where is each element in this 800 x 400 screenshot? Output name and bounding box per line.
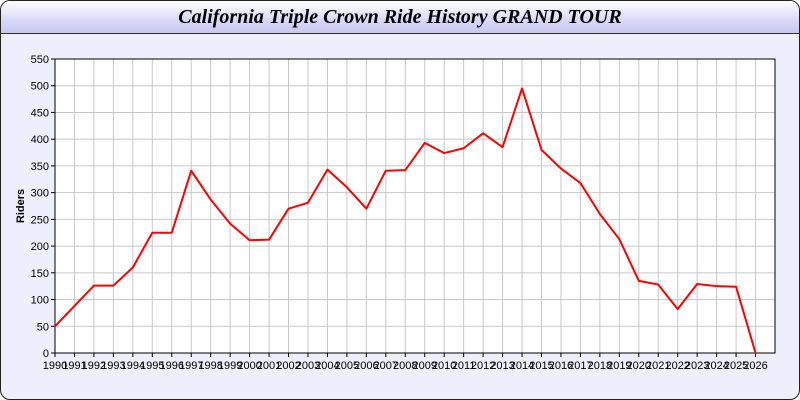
x-tick-label: 2003 bbox=[296, 360, 320, 372]
x-tick-label: 2004 bbox=[315, 360, 339, 372]
plot-border bbox=[54, 58, 776, 354]
data-point bbox=[73, 305, 76, 307]
data-point bbox=[754, 352, 757, 354]
x-tick-label: 1992 bbox=[82, 360, 106, 372]
data-point bbox=[657, 283, 660, 286]
x-tick-label: 1998 bbox=[198, 360, 222, 372]
y-tick-label: 550 bbox=[31, 54, 49, 66]
data-point bbox=[326, 168, 329, 171]
y-tick-label: 450 bbox=[31, 107, 49, 119]
x-tick-label: 2010 bbox=[432, 360, 456, 372]
data-point bbox=[268, 238, 270, 241]
y-tick-label: 50 bbox=[37, 321, 49, 333]
x-tick-label: 2012 bbox=[471, 360, 495, 372]
x-tick-label: 1990 bbox=[43, 360, 67, 372]
x-tick-label: 2023 bbox=[685, 360, 709, 372]
x-tick-label: 1996 bbox=[160, 360, 184, 372]
data-point bbox=[735, 285, 737, 288]
x-tick-label: 2001 bbox=[257, 360, 281, 372]
y-tick-label: 200 bbox=[31, 241, 49, 253]
x-tick-label: 2021 bbox=[646, 360, 670, 372]
chart-title: California Triple Crown Ride History GRA… bbox=[178, 6, 622, 28]
data-point bbox=[307, 201, 309, 204]
x-tick-label: 1994 bbox=[121, 360, 145, 372]
y-tick-label: 150 bbox=[31, 268, 49, 280]
x-tick-label: 2017 bbox=[568, 360, 592, 372]
data-point bbox=[229, 222, 231, 225]
x-tick-label: 1995 bbox=[140, 360, 164, 372]
y-tick-label: 0 bbox=[43, 348, 49, 360]
data-point bbox=[385, 169, 387, 172]
data-point bbox=[521, 87, 523, 90]
data-point bbox=[248, 239, 251, 242]
x-tick-label: 2013 bbox=[490, 360, 514, 372]
plot-area bbox=[55, 59, 775, 353]
data-point bbox=[482, 132, 484, 135]
title-bar: California Triple Crown Ride History GRA… bbox=[1, 1, 799, 34]
x-tick-label: 2018 bbox=[588, 360, 612, 372]
y-axis-label: Riders bbox=[15, 189, 27, 223]
data-point bbox=[462, 147, 465, 150]
x-tick-label: 2005 bbox=[335, 360, 359, 372]
data-point bbox=[112, 284, 115, 287]
data-point bbox=[560, 167, 562, 170]
data-point bbox=[170, 231, 173, 234]
x-tick-label: 2026 bbox=[743, 360, 767, 372]
data-point bbox=[618, 238, 621, 240]
data-point bbox=[190, 169, 193, 172]
data-point bbox=[443, 152, 445, 154]
x-tick-label: 2000 bbox=[237, 360, 261, 372]
data-point bbox=[715, 285, 718, 287]
data-point bbox=[404, 169, 407, 171]
y-tick-label: 500 bbox=[31, 81, 49, 93]
x-tick-label: 2014 bbox=[510, 360, 534, 372]
data-point bbox=[579, 182, 582, 184]
y-tick-label: 250 bbox=[31, 214, 49, 226]
data-point bbox=[132, 266, 134, 269]
x-tick-label: 2022 bbox=[665, 360, 689, 372]
data-point bbox=[346, 186, 348, 189]
data-point bbox=[599, 213, 601, 215]
x-tick-label: 2002 bbox=[276, 360, 300, 372]
x-tick-label: 2024 bbox=[704, 360, 728, 372]
x-tick-label: 1993 bbox=[101, 360, 125, 372]
y-tick-label: 100 bbox=[31, 295, 49, 307]
x-tick-label: 2019 bbox=[607, 360, 631, 372]
x-tick-label: 2008 bbox=[393, 360, 417, 372]
x-tick-label: 2020 bbox=[627, 360, 651, 372]
x-tick-label: 2006 bbox=[354, 360, 378, 372]
data-point bbox=[423, 142, 426, 144]
x-tick-label: 1991 bbox=[62, 360, 86, 372]
data-point bbox=[151, 231, 154, 234]
x-tick-label: 1997 bbox=[179, 360, 203, 372]
x-tick-label: 2025 bbox=[724, 360, 748, 372]
data-point bbox=[287, 207, 290, 210]
data-point bbox=[637, 280, 640, 282]
y-tick-label: 300 bbox=[31, 188, 49, 200]
x-tick-label: 2011 bbox=[452, 360, 476, 372]
y-tick-label: 400 bbox=[31, 134, 49, 146]
data-point bbox=[209, 198, 212, 201]
data-point bbox=[54, 325, 56, 328]
x-tick-label: 2009 bbox=[412, 360, 436, 372]
data-point bbox=[696, 283, 698, 285]
data-point bbox=[540, 149, 543, 151]
x-tick-label: 2015 bbox=[529, 360, 553, 372]
x-tick-label: 2016 bbox=[549, 360, 573, 372]
data-point bbox=[501, 146, 504, 148]
data-point bbox=[93, 284, 95, 287]
x-tick-label: 1999 bbox=[218, 360, 242, 372]
data-point bbox=[365, 207, 368, 210]
x-tick-label: 2007 bbox=[374, 360, 398, 372]
data-point bbox=[676, 308, 679, 310]
y-tick-label: 350 bbox=[31, 161, 49, 173]
